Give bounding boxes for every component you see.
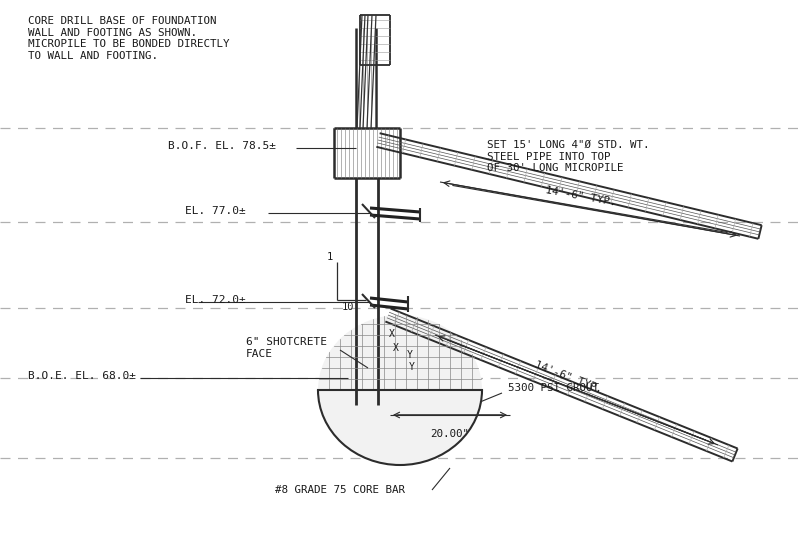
Text: Y: Y bbox=[409, 362, 415, 372]
Text: EL. 77.0±: EL. 77.0± bbox=[185, 206, 246, 216]
Text: SET 15' LONG 4"Ø STD. WT.
STEEL PIPE INTO TOP
OF 30' LONG MICROPILE: SET 15' LONG 4"Ø STD. WT. STEEL PIPE INT… bbox=[487, 140, 650, 173]
Text: X: X bbox=[393, 343, 399, 353]
Text: 14'-6" TYP.: 14'-6" TYP. bbox=[533, 360, 603, 395]
Ellipse shape bbox=[318, 315, 482, 465]
Text: B.O.E. EL. 68.0±: B.O.E. EL. 68.0± bbox=[28, 371, 136, 381]
Text: B.O.F. EL. 78.5±: B.O.F. EL. 78.5± bbox=[168, 141, 276, 151]
Text: 20.00": 20.00" bbox=[430, 429, 470, 439]
Text: X: X bbox=[389, 329, 395, 339]
Text: Y: Y bbox=[407, 350, 413, 360]
Text: 14'-6" TYP.: 14'-6" TYP. bbox=[545, 185, 617, 207]
Text: 1: 1 bbox=[327, 252, 333, 262]
Text: #8 GRADE 75 CORE BAR: #8 GRADE 75 CORE BAR bbox=[275, 485, 405, 495]
Text: 5300 PSI GROUT: 5300 PSI GROUT bbox=[508, 383, 599, 393]
Text: EL. 72.0±: EL. 72.0± bbox=[185, 295, 246, 305]
Text: 6" SHOTCRETE
FACE: 6" SHOTCRETE FACE bbox=[246, 337, 327, 359]
Text: CORE DRILL BASE OF FOUNDATION
WALL AND FOOTING AS SHOWN.
MICROPILE TO BE BONDED : CORE DRILL BASE OF FOUNDATION WALL AND F… bbox=[28, 16, 230, 61]
Text: 10: 10 bbox=[342, 302, 354, 312]
